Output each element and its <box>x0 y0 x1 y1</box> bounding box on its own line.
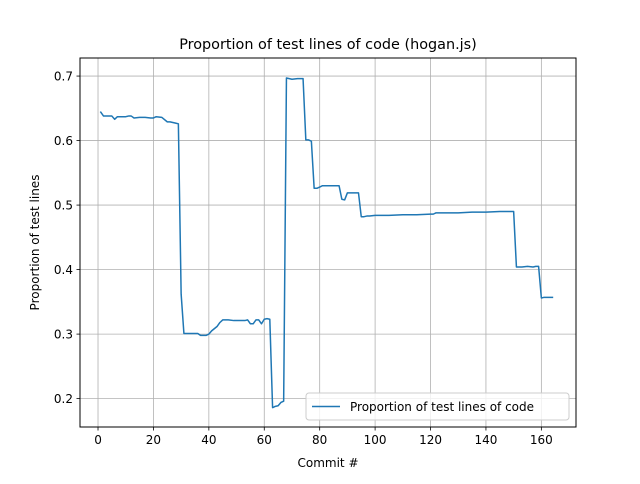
ticks: 0 20 40 60 80 100 120 140 160 0.2 0.3 0.4 0.5 0.6 0.7 <box>54 69 553 447</box>
series-layer <box>99 77 554 409</box>
y-tick-label: 0.5 <box>54 198 73 212</box>
x-tick-label: 100 <box>364 433 387 447</box>
x-tick-label: 60 <box>257 433 272 447</box>
plot-frame <box>79 57 577 428</box>
legend-box <box>305 392 570 421</box>
x-tick-label: 20 <box>146 433 161 447</box>
legend-label: Proportion of test lines of code <box>350 400 534 414</box>
x-tick-label: 160 <box>530 433 553 447</box>
y-tick-label: 0.3 <box>54 327 73 341</box>
x-axis-label: Commit # <box>297 456 358 470</box>
series-line <box>99 77 554 409</box>
x-tick-label: 80 <box>312 433 327 447</box>
x-tick-label: 140 <box>474 433 497 447</box>
y-axis-label: Proportion of test lines <box>28 175 42 311</box>
x-tick-label: 120 <box>419 433 442 447</box>
chart-title: Proportion of test lines of code (hogan.… <box>179 37 477 53</box>
plot-area <box>80 58 576 427</box>
y-tick-label: 0.2 <box>54 392 73 406</box>
x-tick-label: 0 <box>94 433 102 447</box>
y-tick-label: 0.7 <box>54 69 73 83</box>
x-tick-label: 40 <box>201 433 216 447</box>
legend: Proportion of test lines of code <box>305 392 570 421</box>
y-tick-label: 0.4 <box>54 263 73 277</box>
y-tick-label: 0.6 <box>54 134 73 148</box>
